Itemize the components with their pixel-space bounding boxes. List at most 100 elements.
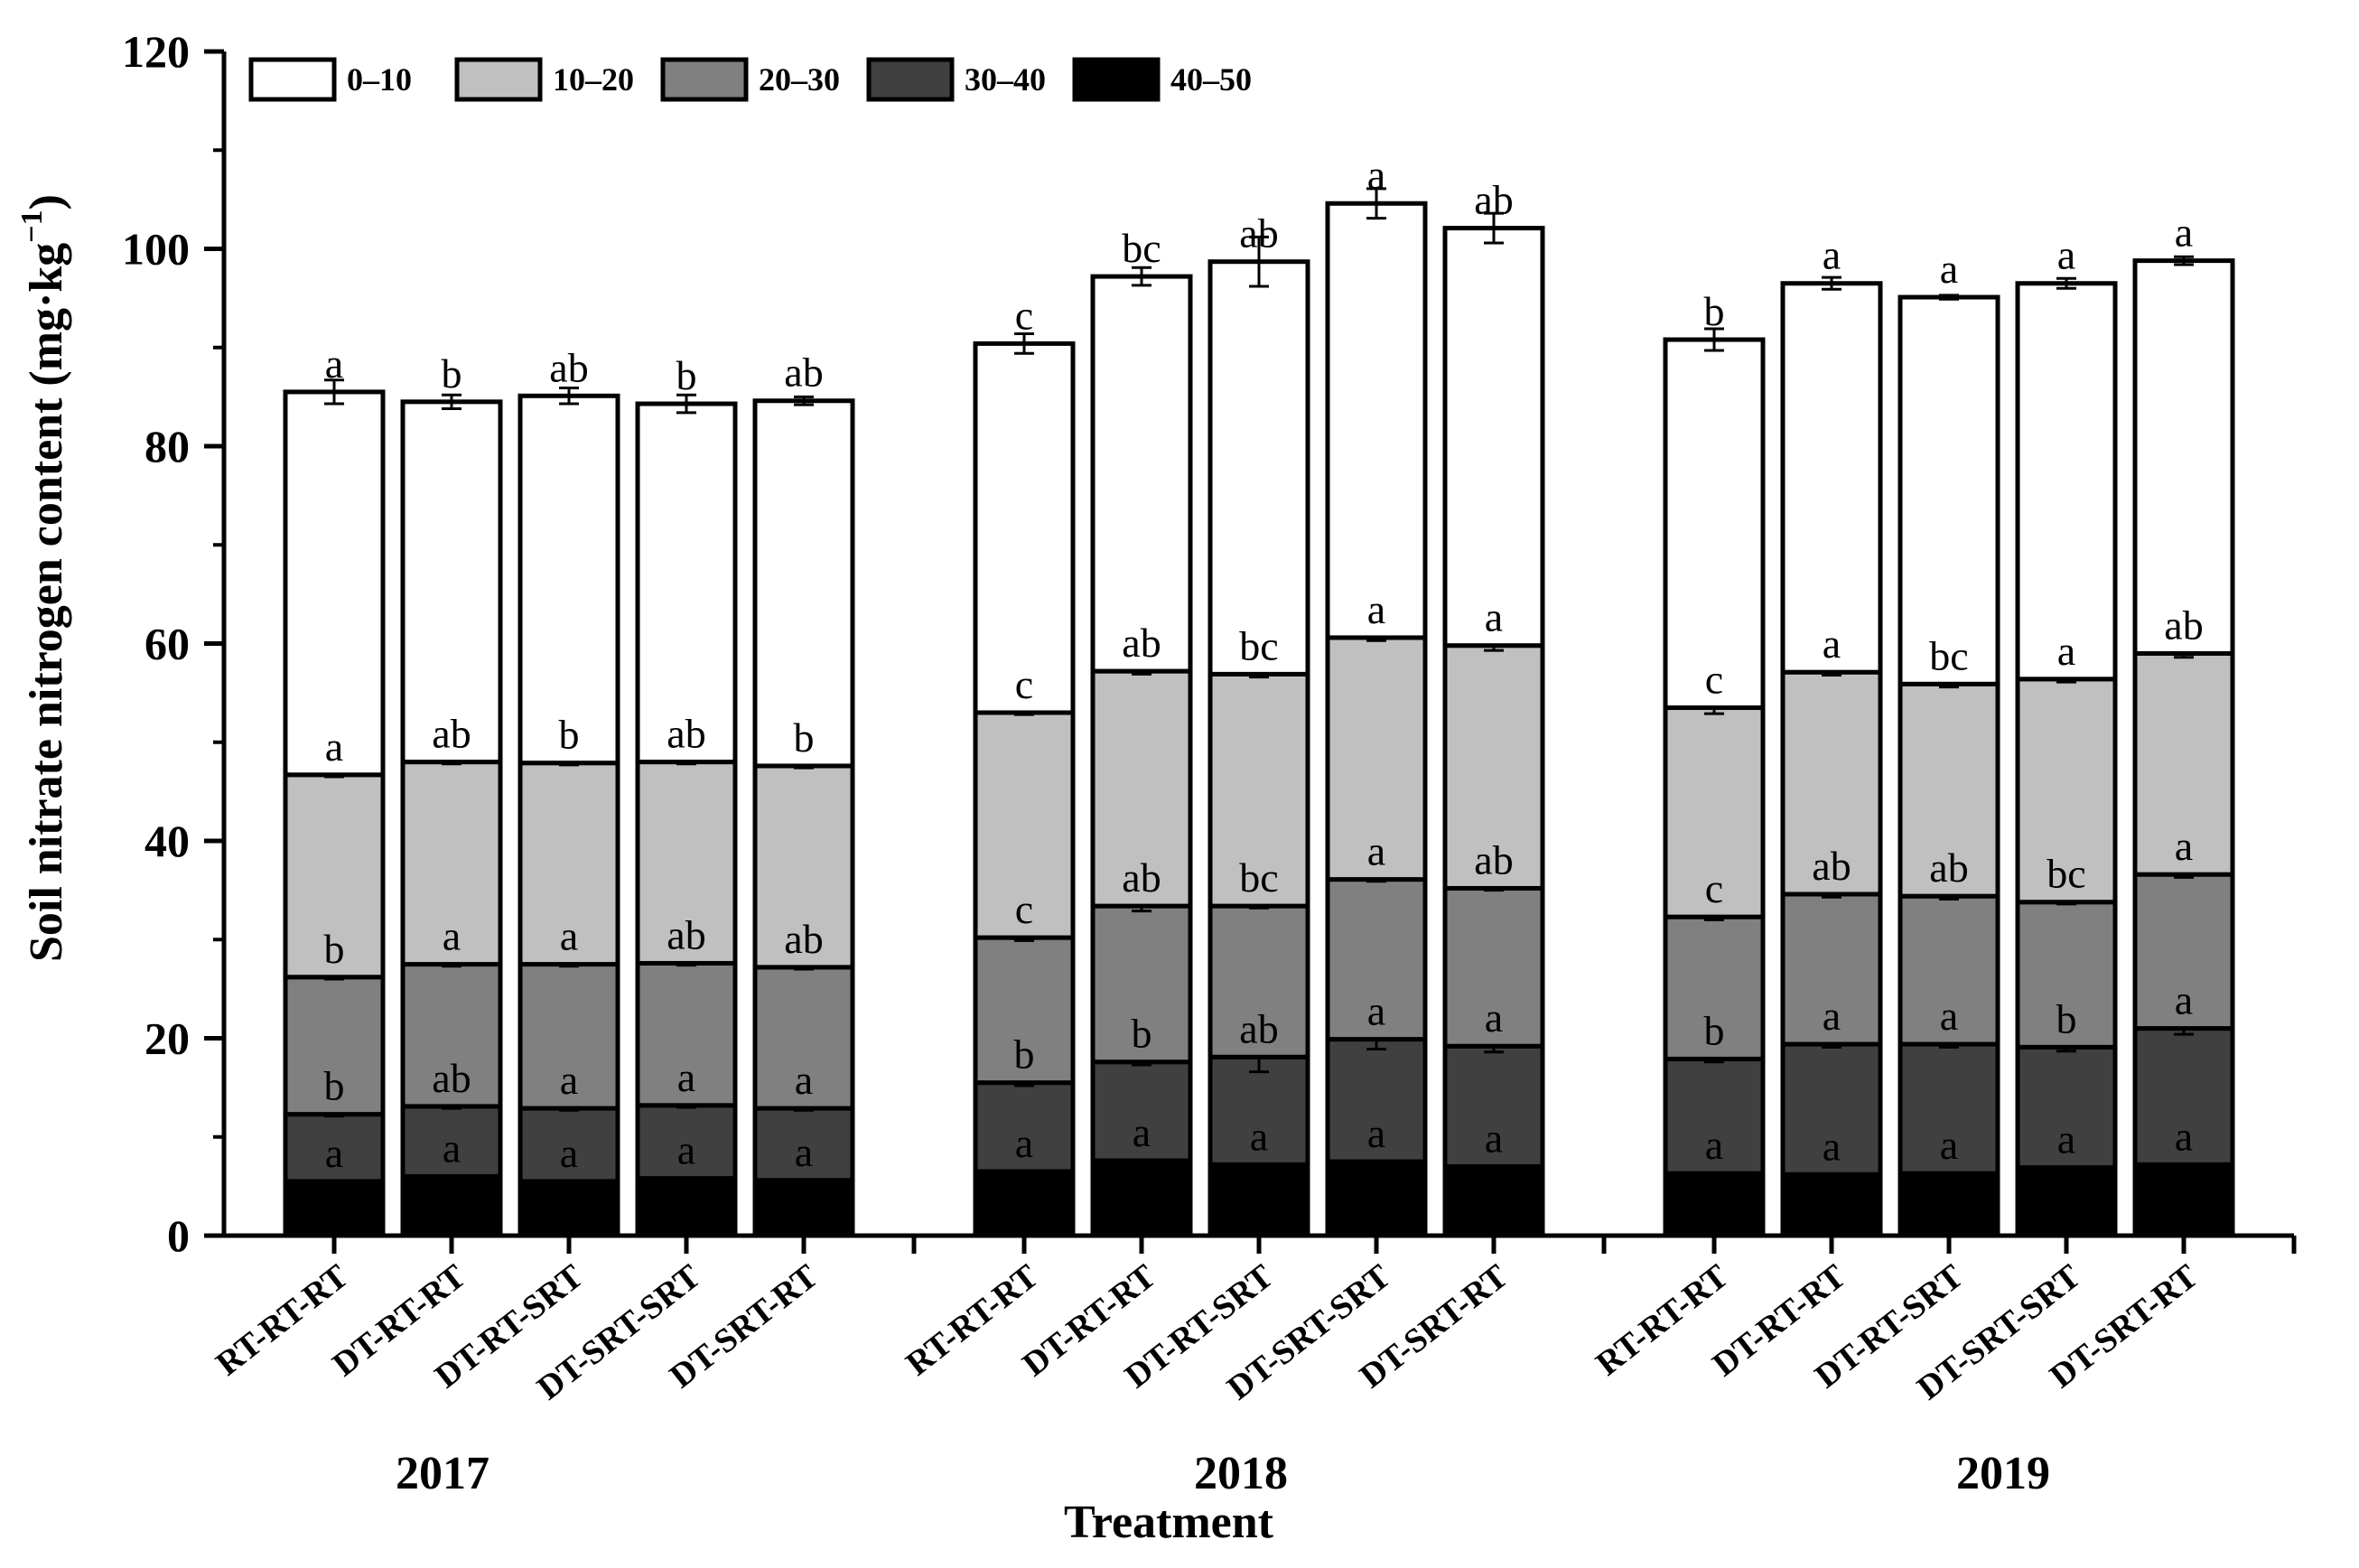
bar-segment — [1897, 1171, 2000, 1238]
bar-segment — [2132, 872, 2235, 1031]
significance-label: b — [676, 352, 697, 398]
significance-label: b — [324, 1063, 345, 1109]
legend-swatch — [1072, 57, 1161, 102]
legend-label: 0–10 — [347, 61, 412, 98]
y-axis-title-main: Soil nitrate nitrogen content (mg·kg — [21, 243, 72, 962]
significance-label: bc — [1239, 854, 1278, 901]
significance-label: b — [1014, 1031, 1035, 1078]
y-tick-label: 120 — [122, 26, 190, 77]
significance-label: b — [1132, 1011, 1152, 1057]
significance-label: c — [1015, 292, 1033, 338]
bar-segment — [283, 975, 386, 1117]
legend-swatch — [660, 57, 749, 102]
significance-label: ab — [667, 711, 705, 757]
significance-label: a — [325, 723, 343, 770]
bar-segment — [635, 760, 738, 966]
legend-label: 10–20 — [553, 61, 634, 98]
significance-label: a — [677, 1127, 695, 1173]
bar-segment — [517, 393, 620, 766]
significance-label: a — [1823, 993, 1841, 1039]
bar-segment — [1325, 1159, 1428, 1238]
significance-label: ab — [1122, 854, 1161, 901]
significance-label: a — [1940, 246, 1958, 292]
significance-label: a — [1015, 1120, 1033, 1166]
significance-label: b — [1704, 1007, 1725, 1053]
significance-label: ab — [1239, 1005, 1278, 1051]
significance-label: ab — [784, 916, 823, 962]
y-axis-title-suffix: ) — [21, 194, 72, 210]
bar-segment — [1897, 294, 2000, 686]
y-tick-label: 0 — [167, 1210, 190, 1261]
bar-segment — [400, 1173, 503, 1238]
bar-segment — [1780, 1041, 1883, 1177]
bar-segment — [1442, 885, 1545, 1049]
significance-label: b — [442, 350, 462, 397]
bar-segment — [400, 760, 503, 967]
significance-label: a — [560, 913, 578, 959]
bar-segment — [973, 710, 1076, 940]
significance-label: ab — [1929, 845, 1968, 891]
significance-label: c — [1705, 657, 1723, 703]
significance-label: a — [1940, 993, 1958, 1039]
significance-label: a — [1367, 828, 1385, 874]
significance-label: ab — [432, 1055, 471, 1101]
group-label: 2019 — [1956, 1448, 2050, 1499]
bar-segment — [1325, 877, 1428, 1042]
labels-layer: abbaaaabaabbaaababaaababbaaabbababcccaba… — [324, 152, 2204, 1176]
bar-segment — [2132, 1162, 2235, 1238]
bar-segment — [1897, 893, 2000, 1047]
significance-label: a — [795, 1129, 813, 1175]
significance-label: a — [1485, 594, 1503, 640]
significance-label: a — [2175, 977, 2193, 1023]
bar-segment — [1207, 1162, 1310, 1238]
significance-label: a — [1940, 1122, 1958, 1168]
bar-segment — [1663, 1056, 1766, 1176]
significance-label: a — [443, 1125, 461, 1171]
bar-segment — [1442, 1164, 1545, 1238]
significance-label: a — [1705, 1122, 1723, 1168]
bar-segment — [635, 1103, 738, 1181]
significance-label: a — [2057, 628, 2075, 674]
bar-segment — [1663, 1171, 1766, 1238]
significance-label: ab — [1474, 836, 1513, 882]
bar-segment — [1090, 274, 1193, 674]
bar-segment — [517, 962, 620, 1111]
significance-label: a — [1367, 1110, 1385, 1156]
legend-swatch — [248, 57, 337, 102]
bar-segment — [400, 399, 503, 765]
bar-segment — [1442, 1043, 1545, 1170]
bar-segment — [2132, 258, 2235, 656]
y-tick-label: 60 — [145, 619, 190, 669]
significance-label: ab — [2164, 602, 2203, 648]
bar-segment — [1780, 281, 1883, 675]
bar-segment — [1090, 903, 1193, 1065]
y-tick-label: 80 — [145, 421, 190, 471]
significance-label: bc — [1929, 632, 1968, 678]
bar-segment — [1442, 226, 1545, 649]
bar-segment — [752, 398, 855, 769]
bar-segment — [752, 763, 855, 970]
bar-segment — [1442, 643, 1545, 891]
bar-segment — [1207, 259, 1310, 677]
bar-segment — [635, 401, 738, 765]
significance-label: b — [324, 926, 345, 972]
y-tick-label: 100 — [122, 224, 190, 275]
significance-label: bc — [2047, 851, 2085, 897]
significance-label: a — [443, 913, 461, 959]
legend-label: 20–30 — [759, 61, 840, 98]
significance-label: a — [2175, 210, 2193, 256]
significance-label: b — [1704, 288, 1725, 334]
significance-label: ab — [1122, 620, 1161, 666]
group-label: 2018 — [1194, 1448, 1288, 1499]
y-axis-title: Soil nitrate nitrogen content (mg·kg−1) — [15, 194, 72, 962]
bar-segment — [973, 935, 1076, 1086]
significance-label: ab — [1812, 843, 1851, 889]
group-label: 2017 — [396, 1448, 490, 1499]
y-tick-label: 20 — [145, 1013, 190, 1064]
significance-label: a — [325, 341, 343, 387]
y-axis-title-superscript: −1 — [15, 210, 49, 242]
significance-label: b — [559, 712, 580, 758]
bar-segment — [1207, 671, 1310, 909]
legend-swatch — [454, 57, 543, 102]
